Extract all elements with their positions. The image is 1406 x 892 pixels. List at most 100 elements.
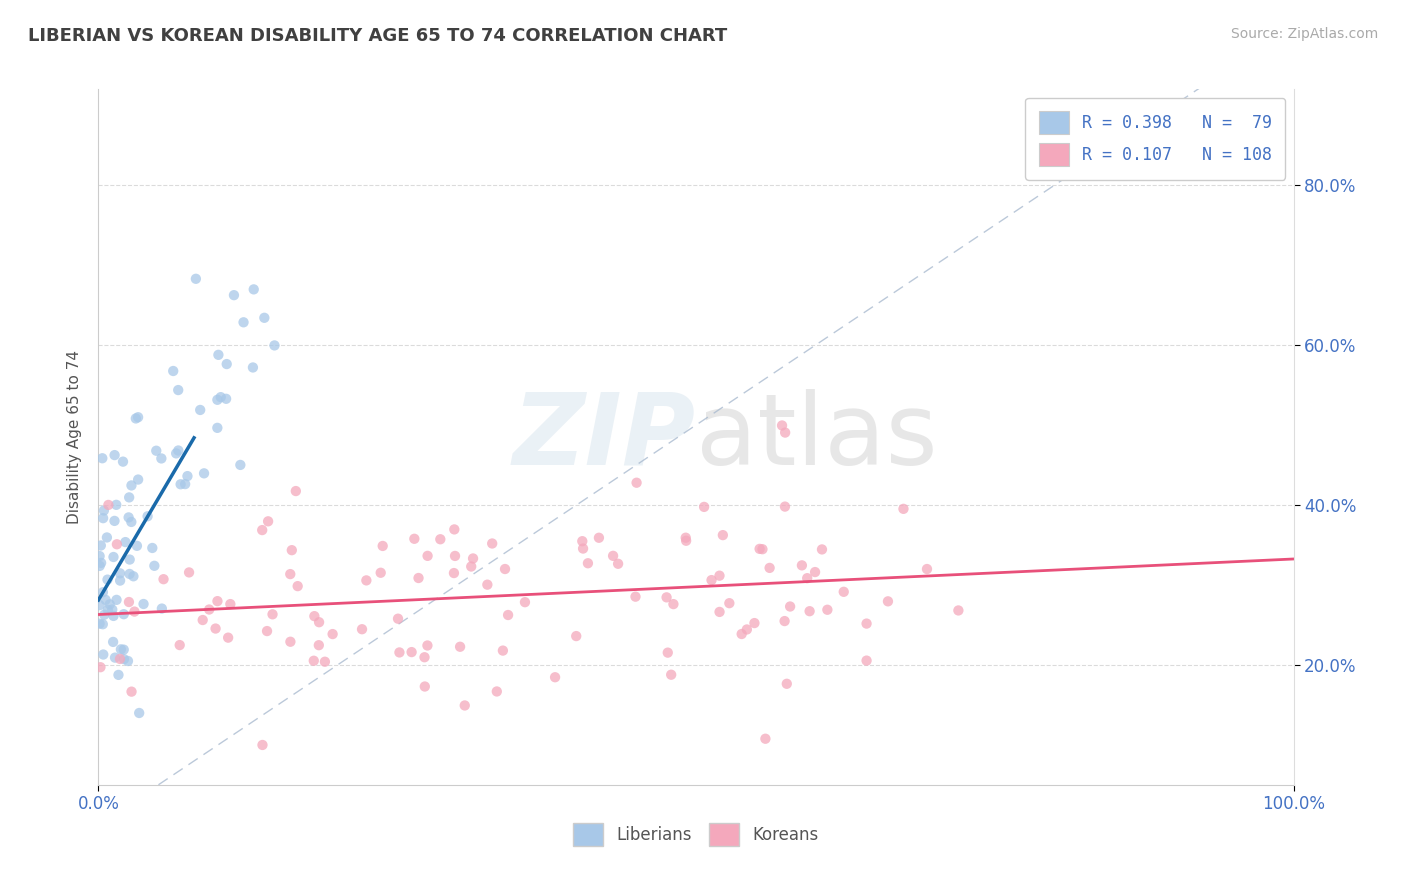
Point: [250, 523, 273, 537]
Point: [758, 561, 780, 575]
Point: [700, 573, 723, 587]
Point: [675, 531, 697, 545]
Point: [893, 501, 915, 516]
Point: [108, 574, 131, 588]
Point: [662, 597, 685, 611]
Point: [125, 411, 148, 425]
Point: [112, 607, 135, 622]
Point: [118, 566, 141, 581]
Point: [122, 569, 145, 583]
Point: [127, 410, 149, 425]
Point: [215, 392, 238, 406]
Point: [748, 541, 770, 556]
Point: [773, 614, 796, 628]
Point: [128, 706, 150, 720]
Point: [184, 272, 207, 286]
Point: [804, 565, 827, 579]
Point: [256, 624, 278, 638]
Point: [572, 541, 595, 556]
Point: [773, 425, 796, 440]
Point: [253, 310, 276, 325]
Y-axis label: Disability Age 65 to 74: Disability Age 65 to 74: [67, 350, 83, 524]
Point: [460, 559, 482, 574]
Point: [693, 500, 716, 514]
Point: [167, 443, 190, 458]
Point: [96, 573, 118, 587]
Point: [284, 484, 307, 499]
Point: [444, 549, 467, 563]
Point: [104, 650, 127, 665]
Point: [811, 542, 834, 557]
Point: [449, 640, 471, 654]
Point: [152, 572, 174, 586]
Point: [177, 566, 200, 580]
Point: [114, 535, 136, 549]
Point: [89, 616, 111, 631]
Point: [167, 383, 190, 397]
Point: [492, 643, 515, 657]
Point: [219, 597, 242, 611]
Point: [108, 652, 131, 666]
Point: [832, 584, 855, 599]
Point: [799, 604, 821, 618]
Point: [207, 594, 229, 608]
Point: [198, 602, 221, 616]
Point: [287, 579, 309, 593]
Point: [91, 617, 114, 632]
Text: LIBERIAN VS KOREAN DISABILITY AGE 65 TO 74 CORRELATION CHART: LIBERIAN VS KOREAN DISABILITY AGE 65 TO …: [28, 27, 727, 45]
Point: [356, 574, 378, 588]
Point: [485, 684, 508, 698]
Point: [731, 627, 754, 641]
Point: [98, 597, 121, 611]
Point: [655, 591, 678, 605]
Point: [624, 590, 647, 604]
Point: [93, 607, 115, 622]
Point: [162, 364, 184, 378]
Point: [107, 668, 129, 682]
Point: [408, 571, 430, 585]
Point: [711, 528, 734, 542]
Legend: Liberians, Koreans: Liberians, Koreans: [567, 816, 825, 853]
Point: [744, 616, 766, 631]
Point: [263, 338, 285, 352]
Point: [588, 531, 610, 545]
Text: Source: ZipAtlas.com: Source: ZipAtlas.com: [1230, 27, 1378, 41]
Point: [217, 631, 239, 645]
Point: [118, 595, 141, 609]
Point: [477, 577, 499, 591]
Point: [191, 613, 214, 627]
Point: [89, 598, 111, 612]
Point: [207, 348, 229, 362]
Point: [709, 605, 731, 619]
Point: [108, 566, 131, 581]
Point: [322, 627, 344, 641]
Point: [544, 670, 567, 684]
Point: [401, 645, 423, 659]
Point: [709, 568, 731, 582]
Point: [280, 634, 302, 648]
Point: [252, 738, 274, 752]
Point: [796, 571, 818, 585]
Point: [97, 603, 120, 617]
Point: [105, 592, 128, 607]
Point: [754, 731, 776, 746]
Point: [308, 615, 330, 630]
Point: [565, 629, 588, 643]
Point: [118, 491, 141, 505]
Point: [150, 451, 173, 466]
Point: [112, 652, 135, 666]
Point: [242, 360, 264, 375]
Point: [602, 549, 624, 563]
Point: [304, 609, 326, 624]
Point: [454, 698, 477, 713]
Point: [89, 549, 111, 563]
Point: [576, 556, 599, 570]
Point: [193, 467, 215, 481]
Point: [101, 602, 124, 616]
Point: [416, 639, 439, 653]
Point: [96, 531, 118, 545]
Point: [416, 549, 439, 563]
Point: [101, 635, 124, 649]
Point: [103, 514, 125, 528]
Point: [204, 622, 226, 636]
